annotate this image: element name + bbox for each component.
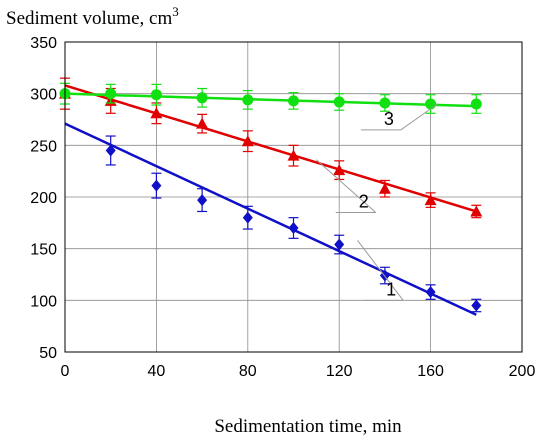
x-tick-label: 120 bbox=[326, 363, 353, 380]
data-point bbox=[151, 179, 162, 192]
x-tick-label: 160 bbox=[417, 363, 444, 380]
curve-label-3: 3 bbox=[384, 109, 394, 129]
data-point bbox=[424, 194, 437, 206]
data-point bbox=[242, 94, 254, 106]
data-point bbox=[379, 97, 391, 109]
x-tick-label: 40 bbox=[148, 363, 166, 380]
data-point bbox=[241, 135, 254, 147]
y-axis-title: Sediment volume, cm3 bbox=[6, 4, 179, 29]
data-point bbox=[334, 238, 345, 251]
data-point bbox=[105, 144, 116, 157]
y-tick-label: 350 bbox=[30, 35, 57, 52]
series-1 bbox=[64, 122, 482, 316]
plot-frame bbox=[64, 41, 523, 353]
data-point bbox=[150, 89, 162, 101]
data-point bbox=[196, 92, 208, 104]
y-tick-label: 200 bbox=[30, 190, 57, 207]
y-tick-label: 100 bbox=[30, 293, 57, 310]
fit-line-2 bbox=[64, 84, 477, 213]
data-point bbox=[470, 205, 483, 217]
x-tick-label: 0 bbox=[61, 363, 70, 380]
fit-line-1 bbox=[64, 122, 477, 316]
data-point bbox=[196, 117, 209, 129]
data-point bbox=[197, 194, 208, 207]
data-point bbox=[333, 96, 345, 108]
x-tick-label: 80 bbox=[239, 363, 257, 380]
curve-labels: 1 2 3 bbox=[316, 103, 438, 301]
leader-line-diagonal bbox=[357, 240, 404, 301]
y-tick-label: 50 bbox=[39, 345, 57, 362]
leader-line-diagonal bbox=[400, 103, 438, 131]
data-point bbox=[425, 98, 437, 110]
curve-label-2: 2 bbox=[359, 192, 369, 212]
curve-label-1: 1 bbox=[386, 279, 396, 299]
x-axis-title: Sedimentation time, min bbox=[214, 416, 402, 437]
series-layer bbox=[59, 77, 483, 316]
tick-labels: 0 40 80 120 160 200 50 100 150 200 250 300 350 bbox=[30, 35, 535, 380]
data-point bbox=[105, 88, 117, 100]
data-point bbox=[425, 286, 436, 299]
y-tick-label: 300 bbox=[30, 87, 57, 104]
data-point bbox=[333, 164, 346, 176]
fit-line-3 bbox=[64, 92, 477, 108]
data-point bbox=[471, 299, 482, 312]
data-point bbox=[470, 98, 482, 110]
series-3 bbox=[59, 82, 482, 114]
y-tick-label: 150 bbox=[30, 242, 57, 259]
data-point bbox=[378, 182, 391, 194]
data-point bbox=[288, 222, 299, 234]
y-tick-label: 250 bbox=[30, 138, 57, 155]
x-tick-label: 200 bbox=[509, 363, 536, 380]
data-point bbox=[242, 211, 253, 224]
data-point bbox=[287, 149, 300, 161]
data-point bbox=[288, 95, 299, 107]
leader-line-diagonal bbox=[316, 159, 377, 213]
data-point bbox=[150, 107, 163, 119]
